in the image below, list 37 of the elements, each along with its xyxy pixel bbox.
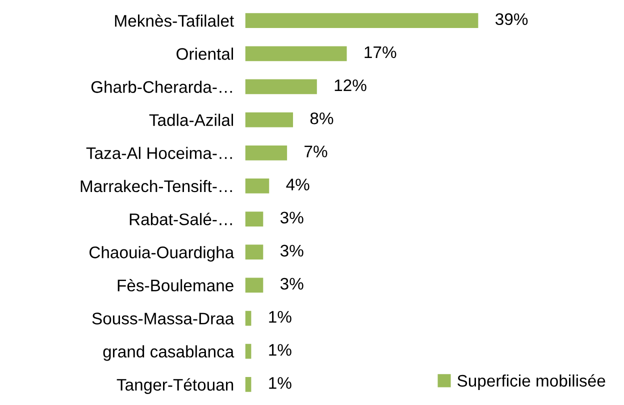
bar: [245, 376, 252, 392]
data-label: 7%: [304, 146, 328, 158]
y-tick-label: Fès-Boulemane: [118, 278, 234, 292]
y-tick-label: Taza-Al Hoceima-…: [86, 146, 232, 160]
data-label: 8%: [310, 112, 334, 124]
bar: [245, 112, 294, 128]
bar: [245, 278, 264, 293]
y-tick-label: Meknès-Tafilalet: [115, 14, 234, 27]
y-tick-label: Tadla-Azilal: [149, 114, 234, 126]
data-label: 3%: [280, 278, 304, 290]
bar: [245, 145, 288, 160]
bar: [245, 79, 317, 94]
data-label: 1%: [269, 377, 292, 389]
y-tick-label: Rabat-Salé-…: [130, 212, 232, 226]
y-tick-label: Oriental: [176, 48, 234, 60]
bar: [245, 244, 264, 260]
y-tick-label: grand casablanca: [103, 345, 234, 361]
y-tick-label: Tanger-Tétouan: [116, 378, 234, 394]
y-tick-label: Chaouia-Ouardigha: [90, 246, 234, 262]
y-tick-label: Marrakech-Tensift-…: [80, 180, 232, 192]
y-tick-label: Gharb-Cherarda-…: [91, 80, 232, 93]
bar: [245, 178, 270, 194]
data-label: 1%: [269, 344, 292, 356]
data-label: 3%: [280, 244, 304, 257]
data-label: 12%: [334, 79, 366, 92]
data-label: 1%: [269, 311, 292, 323]
data-label: 4%: [286, 178, 310, 190]
data-label: 17%: [364, 46, 396, 58]
data-label: 3%: [280, 212, 304, 224]
legend-label: Superficie mobilisée: [458, 374, 606, 390]
data-label: 39%: [495, 13, 528, 26]
bar: [245, 344, 252, 359]
bar: [245, 212, 264, 226]
bar: [245, 13, 478, 28]
bar: [245, 46, 347, 62]
bar: [245, 310, 252, 326]
y-tick-label: Souss-Massa-Draa: [92, 312, 234, 324]
